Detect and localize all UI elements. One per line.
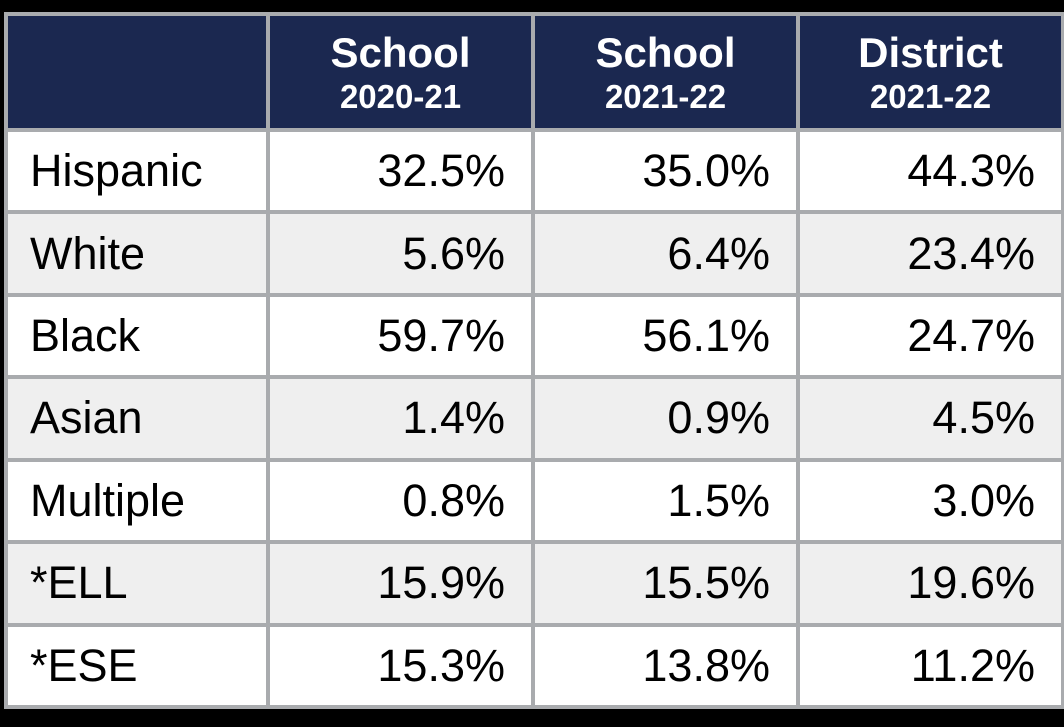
header-title: School: [330, 28, 471, 76]
value-cell: 59.7%: [266, 292, 535, 380]
value-cell: 1.4%: [266, 375, 535, 462]
value-cell: 24.7%: [796, 292, 1064, 380]
value-cell: 3.0%: [796, 457, 1064, 545]
value-cell: 15.3%: [266, 622, 535, 710]
value-cell: 4.5%: [796, 375, 1064, 462]
row-label: Hispanic: [4, 127, 270, 215]
table-row-multiple: Multiple 0.8% 1.5% 3.0%: [4, 457, 1064, 545]
table-row-ese: *ESE 15.3% 13.8% 11.2%: [4, 622, 1064, 710]
value-cell: 13.8%: [531, 622, 800, 710]
header-title: School: [595, 28, 736, 76]
demographics-table-frame: School 2020-21 School 2021-22 District 2…: [4, 12, 1064, 710]
value-cell: 11.2%: [796, 622, 1064, 710]
header-title: District: [858, 28, 1003, 76]
row-label: Asian: [4, 375, 270, 462]
table-header: School 2020-21 School 2021-22 District 2…: [4, 12, 1064, 132]
value-cell: 15.5%: [531, 540, 800, 627]
value-cell: 35.0%: [531, 127, 800, 215]
value-cell: 44.3%: [796, 127, 1064, 215]
header-subtitle: 2021-22: [869, 78, 992, 116]
value-cell: 0.8%: [266, 457, 535, 545]
row-label: Black: [4, 292, 270, 380]
value-cell: 5.6%: [266, 210, 535, 297]
value-cell: 6.4%: [531, 210, 800, 297]
table-row-ell: *ELL 15.9% 15.5% 19.6%: [4, 540, 1064, 627]
row-label: Multiple: [4, 457, 270, 545]
header-subtitle: 2021-22: [604, 78, 727, 116]
table-row-hispanic: Hispanic 32.5% 35.0% 44.3%: [4, 127, 1064, 215]
value-cell: 0.9%: [531, 375, 800, 462]
value-cell: 19.6%: [796, 540, 1064, 627]
table-row-black: Black 59.7% 56.1% 24.7%: [4, 292, 1064, 380]
header-cell-district-2021-22: District 2021-22: [796, 12, 1064, 132]
table-row-asian: Asian 1.4% 0.9% 4.5%: [4, 375, 1064, 462]
value-cell: 32.5%: [266, 127, 535, 215]
row-label: White: [4, 210, 270, 297]
header-subtitle: 2020-21: [339, 78, 462, 116]
value-cell: 23.4%: [796, 210, 1064, 297]
row-label: *ELL: [4, 540, 270, 627]
value-cell: 56.1%: [531, 292, 800, 380]
header-cell-blank: [4, 12, 270, 132]
demographics-table: School 2020-21 School 2021-22 District 2…: [4, 12, 1064, 710]
value-cell: 15.9%: [266, 540, 535, 627]
table-row-white: White 5.6% 6.4% 23.4%: [4, 210, 1064, 297]
row-label: *ESE: [4, 622, 270, 710]
table-body: Hispanic 32.5% 35.0% 44.3% White 5.6% 6.…: [4, 127, 1064, 710]
header-cell-school-2020-21: School 2020-21: [266, 12, 535, 132]
value-cell: 1.5%: [531, 457, 800, 545]
header-cell-school-2021-22: School 2021-22: [531, 12, 800, 132]
header-row: School 2020-21 School 2021-22 District 2…: [4, 12, 1064, 132]
